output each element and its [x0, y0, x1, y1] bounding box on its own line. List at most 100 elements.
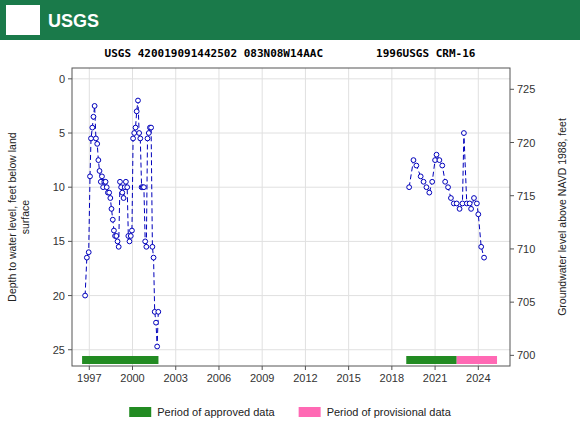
data-point [120, 190, 125, 195]
x-tick-label: 2009 [250, 372, 274, 384]
x-tick [478, 366, 479, 370]
y2-tick [510, 302, 514, 303]
data-point [151, 255, 156, 260]
data-point [446, 185, 451, 190]
legend: Period of approved dataPeriod of provisi… [129, 406, 451, 418]
data-point [143, 239, 148, 244]
grid-line-x [305, 68, 306, 366]
data-point [469, 206, 474, 211]
y2-tick [510, 142, 514, 143]
data-point [156, 309, 161, 314]
y2-tick-label: 725 [517, 83, 535, 95]
y-axis-label: Depth to water level, feet below landsur… [6, 132, 31, 301]
data-point [144, 244, 149, 249]
grid-line-x [435, 68, 436, 366]
y-tick-label: 0 [59, 73, 65, 85]
data-point [472, 196, 477, 201]
y2-tick-label: 720 [517, 137, 535, 149]
data-point [146, 131, 151, 136]
data-point [407, 185, 412, 190]
grid-line-x [218, 68, 219, 366]
x-tick [132, 366, 133, 370]
x-tick-label: 2006 [207, 372, 231, 384]
data-point [474, 201, 479, 206]
x-tick [435, 366, 436, 370]
title: USGS 420019091442502 083N08W14AAC 1996US… [105, 47, 476, 60]
x-tick-label: 2012 [293, 372, 317, 384]
x-tick-label: 1997 [77, 372, 101, 384]
data-point [449, 196, 454, 201]
data-point [130, 228, 135, 233]
x-tick-label: 2018 [380, 372, 404, 384]
series-line [85, 101, 158, 347]
x-tick-label: 2024 [466, 372, 490, 384]
data-point [457, 206, 462, 211]
data-point [109, 206, 114, 211]
y-tick [68, 78, 72, 79]
x-tick-label: 2003 [163, 372, 187, 384]
data-point [138, 136, 143, 141]
x-tick [391, 366, 392, 370]
y2-tick-label: 715 [517, 190, 535, 202]
y2-tick-label: 710 [517, 243, 535, 255]
x-tick [218, 366, 219, 370]
grid-line-x [348, 68, 349, 366]
data-point [125, 185, 130, 190]
data-point [84, 255, 89, 260]
legend-item: Period of approved data [129, 406, 275, 418]
y-tick-label: 10 [53, 181, 65, 193]
y-tick-label: 25 [53, 344, 65, 356]
data-point [476, 212, 481, 217]
data-point [440, 163, 445, 168]
data-point [134, 109, 139, 114]
data-point [154, 320, 159, 325]
data-point [414, 163, 419, 168]
header-text: USGS [48, 11, 99, 31]
data-point [112, 228, 117, 233]
grid-line-y [72, 349, 510, 350]
x-tick [262, 366, 263, 370]
data-point [88, 174, 93, 179]
data-point [430, 179, 435, 184]
data-point [443, 179, 448, 184]
data-point [137, 131, 142, 136]
data-point [115, 239, 120, 244]
y-tick-label: 20 [53, 290, 65, 302]
y-tick-label: 15 [53, 235, 65, 247]
data-point [434, 152, 439, 157]
y-tick [68, 241, 72, 242]
grid [72, 68, 510, 366]
x-tick [305, 366, 306, 370]
data-point [128, 234, 133, 239]
data-point [123, 179, 128, 184]
data-point [96, 158, 101, 163]
axes: 1997200020032006200920122015201820212024… [53, 73, 536, 384]
data-point [133, 125, 138, 130]
chart: USGS USGS 420019091442502 083N08W14AAC 19… [0, 0, 580, 430]
grid-line-y [72, 295, 510, 296]
data-point [103, 179, 108, 184]
data-point [83, 293, 88, 298]
y-tick [68, 133, 72, 134]
y2-tick-label: 700 [517, 349, 535, 361]
data-point [149, 125, 154, 130]
y-axis-label-line: surface [19, 200, 31, 235]
data-point [91, 114, 96, 119]
header-logo [6, 5, 40, 35]
x-tick-label: 2000 [120, 372, 144, 384]
grid-line-x [391, 68, 392, 366]
data-point [104, 185, 109, 190]
y-tick [68, 187, 72, 188]
data-point [127, 239, 132, 244]
period-bar [457, 356, 497, 364]
data-point [110, 217, 115, 222]
data-point [94, 136, 99, 141]
data-point [116, 244, 121, 249]
x-tick [175, 366, 176, 370]
grid-line-x [89, 68, 90, 366]
y-tick-label: 5 [59, 127, 65, 139]
data-point [121, 196, 126, 201]
data-point [454, 201, 459, 206]
plot-area [82, 98, 497, 364]
x-tick-label: 2021 [423, 372, 447, 384]
